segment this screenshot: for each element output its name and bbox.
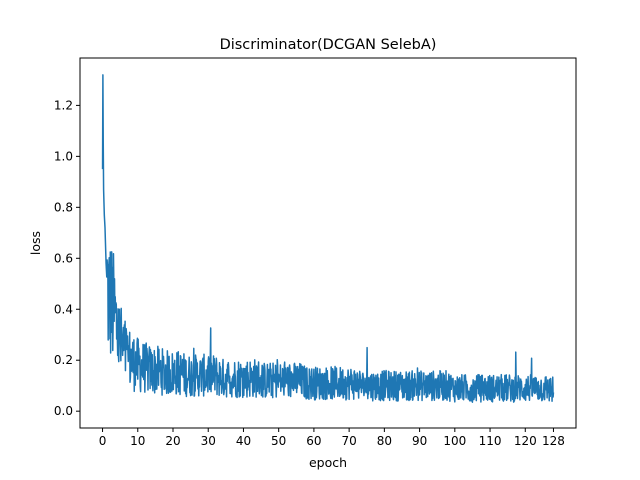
y-tick-label: 1.2 (54, 98, 73, 112)
x-tick-label: 90 (412, 434, 427, 448)
y-tick-label: 0.2 (54, 353, 73, 367)
y-tick-label: 1.0 (54, 149, 73, 163)
y-axis: 0.0 0.2 0.4 0.6 0.8 1.0 1.2 (54, 98, 80, 418)
x-tick-label: 70 (341, 434, 356, 448)
series-line-0 (101, 74, 555, 404)
x-tick-label: 120 (514, 434, 537, 448)
y-tick-label: 0.8 (54, 200, 73, 214)
x-tick-label: 40 (236, 434, 251, 448)
x-tick-label: 0 (99, 434, 107, 448)
x-axis: 0 10 20 30 40 50 60 70 80 90 100 110 120 128 (99, 428, 565, 448)
series-layer (101, 74, 555, 404)
y-tick-label: 0.6 (54, 251, 73, 265)
x-tick-label: 110 (479, 434, 502, 448)
x-tick-label: 80 (377, 434, 392, 448)
x-tick-label: 30 (201, 434, 216, 448)
x-tick-label: 128 (542, 434, 565, 448)
x-tick-label: 100 (443, 434, 466, 448)
y-axis-label: loss (28, 231, 43, 255)
plot-frame (79, 57, 577, 429)
chart-title: Discriminator(DCGAN SelebA) (220, 37, 437, 53)
y-tick-label: 0.0 (54, 404, 73, 418)
y-tick-label: 0.4 (54, 302, 73, 316)
x-tick-label: 60 (306, 434, 321, 448)
x-tick-label: 50 (271, 434, 286, 448)
x-tick-label: 10 (130, 434, 145, 448)
x-axis-label: epoch (309, 455, 347, 470)
x-tick-label: 20 (165, 434, 180, 448)
